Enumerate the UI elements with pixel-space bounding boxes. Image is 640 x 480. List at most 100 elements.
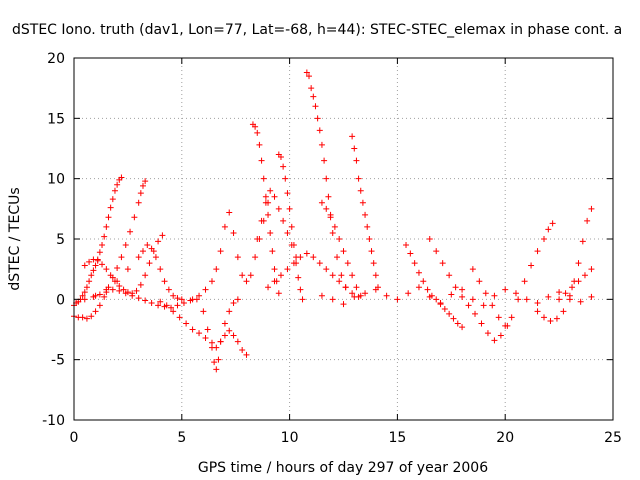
data-point [446,310,453,317]
data-point [484,330,491,337]
data-point [81,289,88,296]
data-point [297,286,304,293]
data-point [338,272,345,279]
data-point [541,314,548,321]
data-point [92,262,99,269]
data-point [290,260,297,267]
data-point [321,157,328,164]
data-series [71,174,125,309]
data-point [549,220,556,227]
data-point [86,258,93,265]
data-point [99,242,106,249]
data-point [303,69,310,76]
data-point [415,284,422,291]
data-point [90,293,97,300]
data-series [254,187,300,261]
data-point [120,286,127,293]
data-series [81,242,185,303]
data-point [491,292,498,299]
data-point [577,298,584,305]
data-point [357,292,364,299]
data-point [131,214,138,221]
data-point [88,272,95,279]
data-point [127,228,134,235]
data-point [323,205,330,212]
data-point [142,297,149,304]
data-point [271,278,278,285]
data-point [459,324,466,331]
data-point [243,278,250,285]
data-point [90,256,97,263]
data-point [515,296,522,303]
data-point [329,296,336,303]
data-point [502,322,509,329]
data-point [262,193,269,200]
data-point [230,299,237,306]
data-series [81,232,166,297]
data-point [310,254,317,261]
data-point [146,260,153,267]
data-point [96,302,103,309]
y-tick-label: 5 [56,232,65,248]
data-point [79,314,86,321]
data-point [137,190,144,197]
data-point [331,223,338,230]
data-point [459,286,466,293]
data-point [433,296,440,303]
data-point [144,242,151,249]
data-point [534,248,541,255]
data-series [349,133,381,291]
data-point [83,315,90,322]
data-point [122,242,129,249]
data-point [407,250,414,257]
data-point [142,272,149,279]
data-point [323,175,330,182]
data-point [566,296,573,303]
data-point [359,199,366,206]
x-tick-label: 20 [496,430,514,446]
x-tick-label: 15 [388,430,406,446]
data-point [450,315,457,322]
data-point [226,327,233,334]
data-point [109,286,116,293]
data-point [553,315,560,322]
data-point [107,272,114,279]
data-point [545,226,552,233]
data-point [353,284,360,291]
data-series [534,205,595,325]
data-point [254,129,261,136]
data-point [502,286,509,293]
data-point [83,284,90,291]
data-series [556,266,595,303]
data-point [271,266,278,273]
data-point [370,260,377,267]
data-point [252,123,259,130]
data-point [211,359,218,366]
data-point [312,103,319,110]
chart-title: dSTEC Iono. truth (dav1, Lon=77, Lat=-68… [12,22,622,38]
data-point [318,141,325,148]
data-point [364,223,371,230]
data-point [318,292,325,299]
data-point [426,236,433,242]
data-point [306,73,313,80]
data-point [155,302,162,309]
data-point [465,302,472,309]
data-point [340,248,347,255]
y-tick-label: 10 [47,172,65,188]
data-point [183,320,190,327]
data-point [189,296,196,303]
data-point [316,127,323,134]
data-point [521,278,528,285]
data-point [135,295,142,302]
data-point [215,356,222,363]
data-point [349,290,356,297]
y-tick-label: 0 [56,292,65,308]
data-point [351,293,358,300]
data-point [103,266,110,273]
data-point [234,338,241,345]
data-points [71,69,595,373]
data-point [81,262,88,269]
data-point [267,229,274,236]
